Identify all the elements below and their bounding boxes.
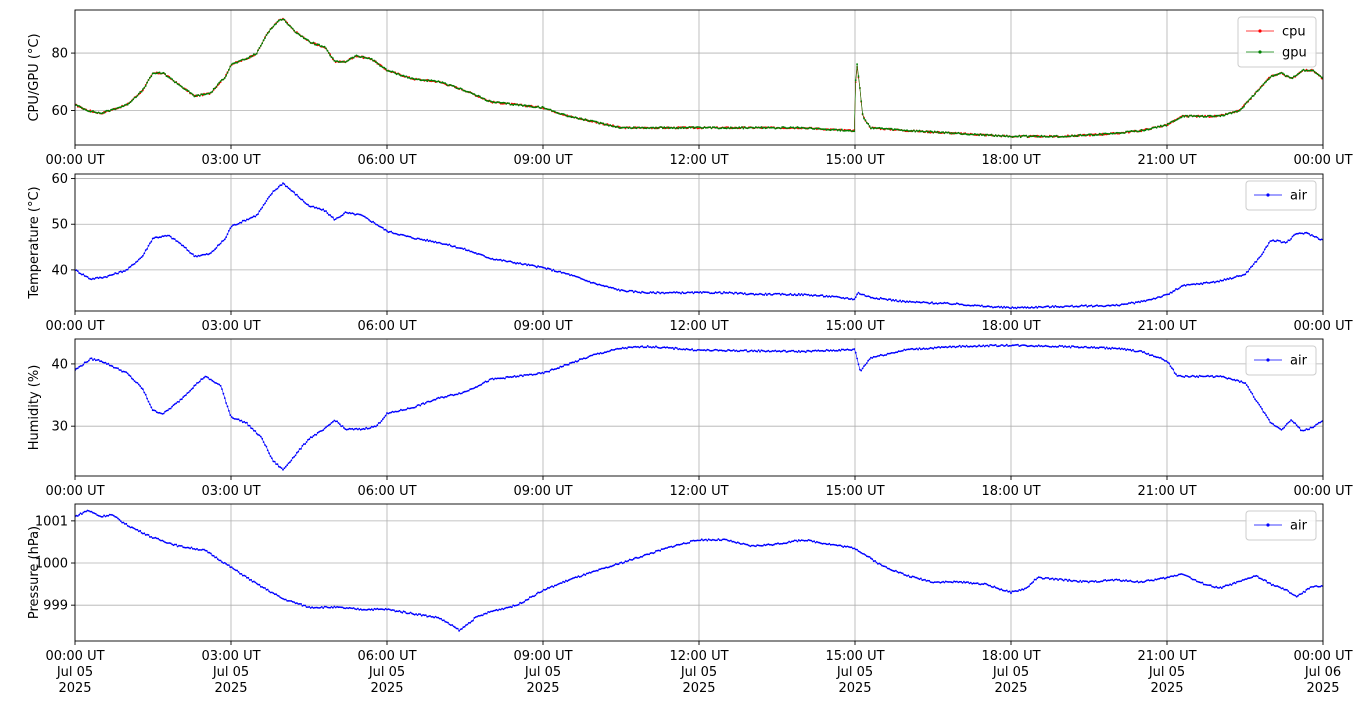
x-tick-label: 18:00 UT [981, 484, 1040, 499]
x-tick-date-label: Jul 06 [1304, 665, 1341, 680]
x-tick-date-label: Jul 05 [680, 665, 717, 680]
y-tick-label: 1001 [35, 514, 68, 529]
legend-marker-air [1266, 358, 1270, 362]
x-tick-label: 09:00 UT [513, 484, 572, 499]
chart-panel-2: 40 50 60 Temperature (°C) 00:00 UT 03:00 UT 06… [27, 172, 1353, 334]
legend-marker-air [1266, 193, 1270, 197]
y-axis-label: Pressure (hPa) [27, 526, 42, 619]
x-tick-label: 18:00 UT [981, 319, 1040, 334]
x-tick-year-label: 2025 [214, 681, 247, 696]
x-tick-year-label: 2025 [838, 681, 871, 696]
legend: air [1245, 345, 1317, 376]
x-tick-year-label: 2025 [994, 681, 1027, 696]
x-tick-label: 21:00 UT [1137, 484, 1196, 499]
x-tick-label: 12:00 UT [669, 319, 728, 334]
series-group [75, 343, 1323, 471]
y-axis-label: Humidity (%) [27, 365, 42, 451]
x-tick-label: 03:00 UT [201, 649, 260, 664]
x-tick-label: 09:00 UT [513, 649, 572, 664]
x-tick-label: 15:00 UT [825, 153, 884, 168]
y-tick-label: 40 [51, 263, 68, 278]
legend-box [1245, 510, 1317, 541]
y-tick-label: 999 [43, 599, 68, 614]
x-tick-label: 09:00 UT [513, 153, 572, 168]
y-tick-label: 40 [51, 357, 68, 372]
series-group [75, 17, 1323, 139]
x-tick-label: 03:00 UT [201, 153, 260, 168]
y-tick-label: 1000 [35, 557, 68, 572]
x-tick-label: 12:00 UT [669, 484, 728, 499]
x-tick-date-label: Jul 05 [524, 665, 561, 680]
x-tick-label: 18:00 UT [981, 153, 1040, 168]
y-tick-label: 60 [51, 104, 68, 119]
x-tick-label: 03:00 UT [201, 319, 260, 334]
x-tick-label: 00:00 UT [45, 153, 104, 168]
y-tick-label: 80 [51, 47, 68, 62]
y-tick-label: 60 [51, 172, 68, 187]
chart-panel-3: 30 40 Humidity (%) 00:00 UT 03:00 UT 06:00 UT… [27, 338, 1353, 499]
legend-box [1245, 180, 1317, 211]
legend-box [1237, 16, 1317, 68]
x-tick-label: 15:00 UT [825, 319, 884, 334]
x-tick-label: 00:00 UT [45, 319, 104, 334]
legend-label-air: air [1290, 354, 1308, 369]
x-tick-label: 06:00 UT [357, 649, 416, 664]
x-tick-date-label: Jul 05 [212, 665, 249, 680]
series-group [75, 509, 1323, 632]
legend-label-cpu: cpu [1282, 25, 1306, 40]
x-tick-date-label: Jul 05 [836, 665, 873, 680]
legend-label-gpu: gpu [1282, 46, 1307, 61]
x-tick-label: 18:00 UT [981, 649, 1040, 664]
legend-marker-air [1266, 523, 1270, 527]
legend-marker-cpu [1258, 29, 1262, 33]
legend-box [1245, 345, 1317, 376]
x-tick-label: 00:00 UT [45, 484, 104, 499]
legend: cpu gpu [1237, 16, 1317, 68]
series-group [75, 182, 1323, 310]
x-tick-year-label: 2025 [526, 681, 559, 696]
x-tick-label: 12:00 UT [669, 153, 728, 168]
x-tick-label: 00:00 UT [1293, 319, 1352, 334]
x-tick-label: 00:00 UT [1293, 649, 1352, 664]
chart-panel-1: 60 80 CPU/GPU (°C) 00:00 UT 03:00 UT 06:00 UT… [27, 9, 1353, 168]
y-tick-label: 50 [51, 218, 68, 233]
x-tick-year-label: 2025 [1306, 681, 1339, 696]
x-tick-date-label: Jul 05 [992, 665, 1029, 680]
x-tick-year-label: 2025 [682, 681, 715, 696]
x-tick-year-label: 2025 [1150, 681, 1183, 696]
x-tick-label: 15:00 UT [825, 484, 884, 499]
y-axis-label: Temperature (°C) [27, 186, 42, 299]
legend-marker-gpu [1258, 50, 1262, 54]
x-tick-label: 03:00 UT [201, 484, 260, 499]
x-tick-label: 21:00 UT [1137, 649, 1196, 664]
x-tick-label: 06:00 UT [357, 319, 416, 334]
x-tick-label: 09:00 UT [513, 319, 572, 334]
x-tick-year-label: 2025 [58, 681, 91, 696]
x-tick-label: 21:00 UT [1137, 319, 1196, 334]
x-tick-label: 00:00 UT [1293, 484, 1352, 499]
legend: air [1245, 510, 1317, 541]
legend-label-air: air [1290, 519, 1308, 534]
x-tick-label: 15:00 UT [825, 649, 884, 664]
x-tick-date-label: Jul 05 [56, 665, 93, 680]
x-tick-year-label: 2025 [370, 681, 403, 696]
legend-label-air: air [1290, 189, 1308, 204]
x-tick-label: 06:00 UT [357, 153, 416, 168]
y-axis-label: CPU/GPU (°C) [27, 33, 42, 121]
x-tick-date-label: Jul 05 [1148, 665, 1185, 680]
x-tick-date-label: Jul 05 [368, 665, 405, 680]
x-tick-label: 21:00 UT [1137, 153, 1196, 168]
legend: air [1245, 180, 1317, 211]
x-tick-label: 06:00 UT [357, 484, 416, 499]
x-tick-label: 12:00 UT [669, 649, 728, 664]
y-tick-label: 30 [51, 420, 68, 435]
x-tick-label: 00:00 UT [45, 649, 104, 664]
x-tick-label: 00:00 UT [1293, 153, 1352, 168]
